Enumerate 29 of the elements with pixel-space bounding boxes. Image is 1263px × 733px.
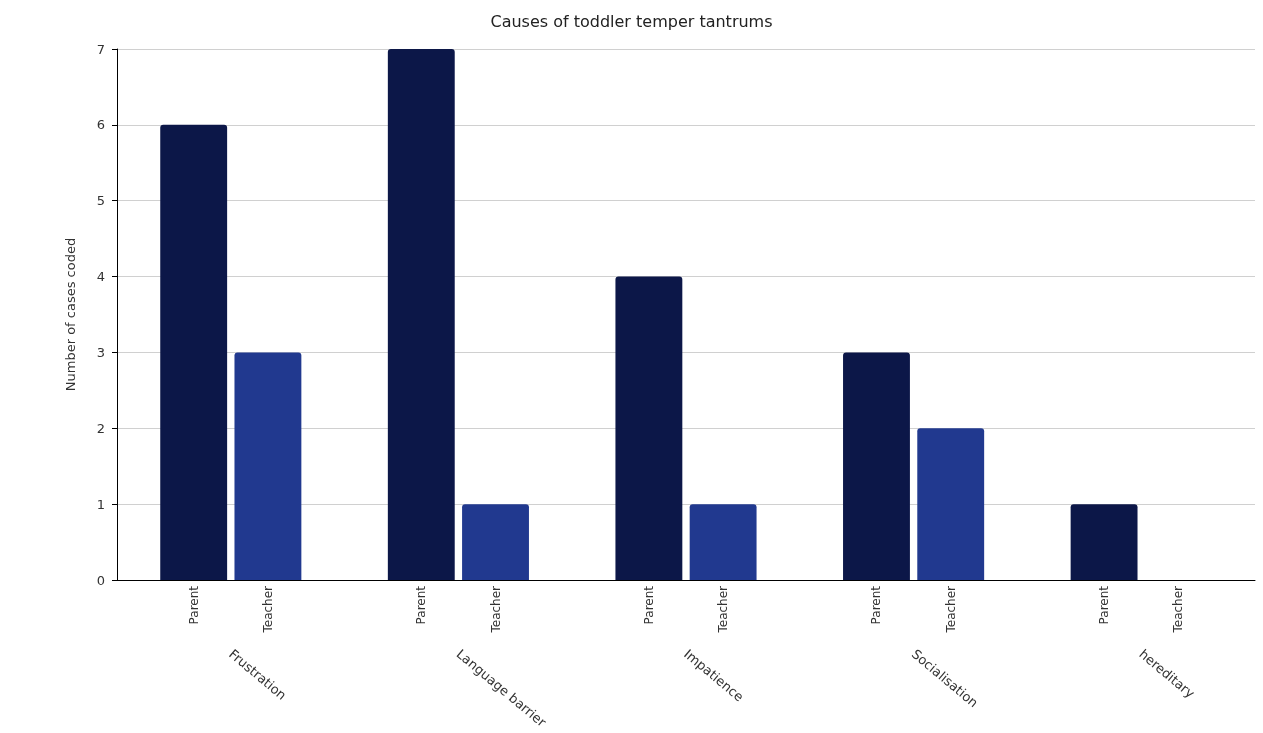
text: Parent [641,586,656,625]
y-tick-label: 0 [96,572,105,588]
y-tick-label: 2 [96,420,105,436]
bar [234,352,302,580]
bar [689,504,757,580]
y-tick-label: 6 [96,117,105,133]
bar [1070,504,1138,580]
bar [160,124,228,580]
y-tick-label: 5 [96,193,105,209]
text: Teacher [260,585,275,634]
y-axis-title: Number of cases coded [63,237,78,392]
y-tick-label: 1 [96,496,105,512]
bar [843,352,910,580]
y-tick-label: 7 [96,41,105,57]
bar [615,276,683,580]
chart-title: Causes of toddler temper tantrums [490,11,773,31]
text: Teacher [488,586,503,633]
text: Teacher [943,586,958,633]
text: Parent [869,586,884,625]
bar [462,504,529,580]
bar [917,428,985,580]
text: Teacher [1171,586,1186,633]
y-tick-label: 3 [96,344,105,360]
text: Parent [186,585,201,625]
text: Teacher [716,586,731,633]
y-tick-label: 4 [96,269,105,285]
bar [387,49,455,580]
text: Parent [1097,586,1112,625]
text: Parent [414,586,429,625]
